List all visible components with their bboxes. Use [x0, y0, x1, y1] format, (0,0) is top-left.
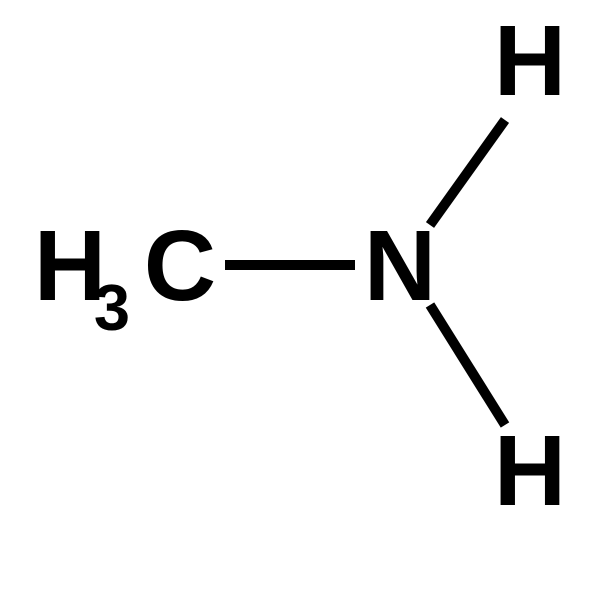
atom-h-bottom: H [494, 415, 566, 527]
bond-n-h-bottom [430, 305, 505, 425]
atom-h-top: H [494, 5, 566, 117]
bond-n-h-top [430, 120, 505, 225]
atom-n: N [364, 210, 436, 322]
atom-c: C [144, 210, 216, 322]
subscript-3: 3 [94, 271, 130, 344]
molecule-diagram: H 3 C N H H [0, 0, 600, 600]
